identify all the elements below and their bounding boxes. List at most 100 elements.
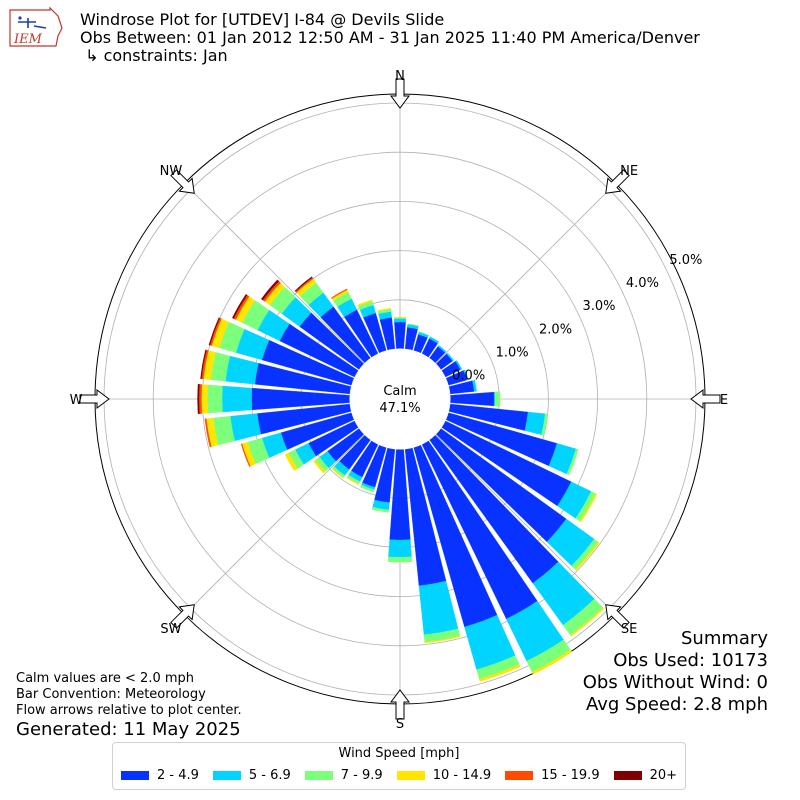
windrose-bar-segment: [570, 607, 605, 637]
windrose-bar-segment: [346, 476, 360, 485]
flow-arrow-icon: [79, 389, 110, 409]
flow-arrow-shape: [390, 78, 410, 109]
compass-label: S: [396, 717, 404, 732]
radial-tick-label: 4.0%: [626, 276, 659, 291]
windrose-bar-segment: [494, 391, 501, 407]
svg-text:IEM: IEM: [13, 32, 43, 47]
generated-date: Generated: 11 May 2025: [16, 719, 241, 740]
bar-convention-note: Bar Convention: Meteorology: [16, 687, 206, 702]
compass-label: SW: [160, 622, 181, 637]
legend-item: 15 - 19.9: [505, 768, 600, 783]
windrose-bar-segment: [524, 411, 546, 435]
windrose-bar-segment: [574, 541, 600, 571]
calm-label: Calm: [383, 384, 416, 399]
windrose-bar-segment: [377, 307, 392, 312]
legend: Wind Speed [mph] 2 - 4.9 5 - 6.9 7 - 9.9…: [112, 742, 686, 790]
windrose-bar-segment: [221, 385, 253, 413]
windrose-bar-segment: [566, 448, 579, 476]
windrose-bar-segment: [284, 452, 298, 472]
flow-arrow-shape: [170, 169, 195, 194]
compass-label: E: [720, 393, 728, 408]
radial-tick-label: 0.0%: [452, 369, 485, 384]
flow-arrow-icon: [690, 389, 721, 409]
legend-swatch: [304, 771, 333, 780]
radial-tick-label: 1.0%: [496, 345, 529, 360]
flow-arrow-shape: [170, 604, 195, 629]
windrose-bar-segment: [201, 384, 208, 414]
legend-item: 7 - 9.9: [304, 768, 383, 783]
grid-spoke: [435, 183, 616, 364]
windrose-bar-segment: [446, 352, 454, 362]
legend-label: 10 - 14.9: [432, 768, 492, 783]
flow-arrows-note: Flow arrows relative to plot center.: [16, 703, 242, 718]
flow-arrow-icon: [605, 604, 630, 629]
windrose-bar-segment: [394, 321, 406, 350]
windrose-bar-segment: [424, 635, 461, 644]
windrose-bar-segment: [197, 384, 200, 414]
windrose-bar-segment: [393, 316, 407, 318]
legend-label: 5 - 6.9: [248, 768, 291, 783]
summary-box: Summary Obs Used: 10173 Obs Without Wind…: [583, 628, 768, 716]
legend-swatch: [396, 771, 425, 780]
windrose-bar-segment: [331, 468, 344, 479]
legend-label: 15 - 19.9: [541, 768, 600, 783]
calm-note: Calm values are < 2.0 mph: [16, 671, 195, 686]
footnotes: Calm values are < 2.0 mph Bar Convention…: [16, 671, 242, 719]
compass-label: W: [70, 393, 83, 408]
flow-arrow-shape: [605, 604, 630, 629]
flow-arrow-shape: [79, 389, 110, 409]
chart-title-block: Windrose Plot for [UTDEV] I-84 @ Devils …: [80, 11, 700, 65]
windrose-bar-segment: [437, 345, 447, 353]
calm-circle: [349, 348, 451, 450]
windrose-bar-segment: [579, 493, 598, 523]
windrose-bar-segment: [541, 413, 548, 436]
windrose-bar-segment: [393, 318, 407, 323]
windrose-bar-segment: [204, 418, 212, 448]
windrose-bar-segment: [371, 506, 389, 513]
grid-spoke: [184, 434, 365, 615]
chart-constraints: ↳ constraints: Jan: [80, 46, 228, 65]
windrose-bar-segment: [387, 556, 413, 563]
legend-label: 7 - 9.9: [340, 768, 383, 783]
windrose-bar-segment: [240, 443, 251, 467]
windrose-bar-segment: [232, 294, 248, 319]
windrose-bar-segment: [472, 379, 477, 392]
legend-label: 2 - 4.9: [156, 768, 199, 783]
radial-tick-label: 5.0%: [669, 253, 702, 268]
summary-heading: Summary: [681, 628, 768, 649]
windrose-bar-segment: [208, 317, 220, 346]
compass-label: NW: [160, 164, 183, 179]
windrose-bar-segment: [200, 349, 207, 379]
legend-item: 20+: [613, 768, 678, 783]
flow-arrow-shape: [390, 689, 410, 720]
windrose-bar-segment: [418, 331, 429, 336]
windrose-bar-segment: [449, 391, 495, 407]
chart-subtitle: Obs Between: 01 Jan 2012 12:50 AM - 31 J…: [80, 28, 700, 47]
flow-arrow-icon: [170, 169, 195, 194]
summary-obs-used: Obs Used: 10173: [613, 650, 768, 671]
windrose-bar-segment: [407, 323, 419, 327]
windrose-bar-segment: [225, 355, 259, 385]
chart-title: Windrose Plot for [UTDEV] I-84 @ Devils …: [80, 10, 445, 29]
legend-title: Wind Speed [mph]: [338, 746, 460, 761]
windrose-bar-segment: [388, 539, 412, 558]
legend-label: 20+: [649, 768, 678, 783]
windrose-bar-segment: [360, 484, 375, 493]
calm-value: 47.1%: [379, 401, 420, 416]
legend-swatch: [613, 771, 642, 780]
legend-item: 2 - 4.9: [120, 768, 199, 783]
legend-swatch: [212, 771, 241, 780]
grid-ring: [152, 151, 648, 647]
flow-arrow-icon: [390, 78, 410, 109]
flow-arrow-shape: [605, 169, 630, 194]
radial-tick-label: 2.0%: [539, 322, 572, 337]
flow-arrow-icon: [605, 169, 630, 194]
summary-avg-speed: Avg Speed: 2.8 mph: [586, 694, 768, 715]
flow-arrow-icon: [390, 689, 410, 720]
legend-item: 10 - 14.9: [396, 768, 492, 783]
windrose-bar-segment: [463, 369, 469, 381]
radial-tick-label: 3.0%: [582, 299, 615, 314]
windrose-bar-segment: [313, 459, 326, 474]
windrose-bar-segment: [294, 276, 313, 292]
